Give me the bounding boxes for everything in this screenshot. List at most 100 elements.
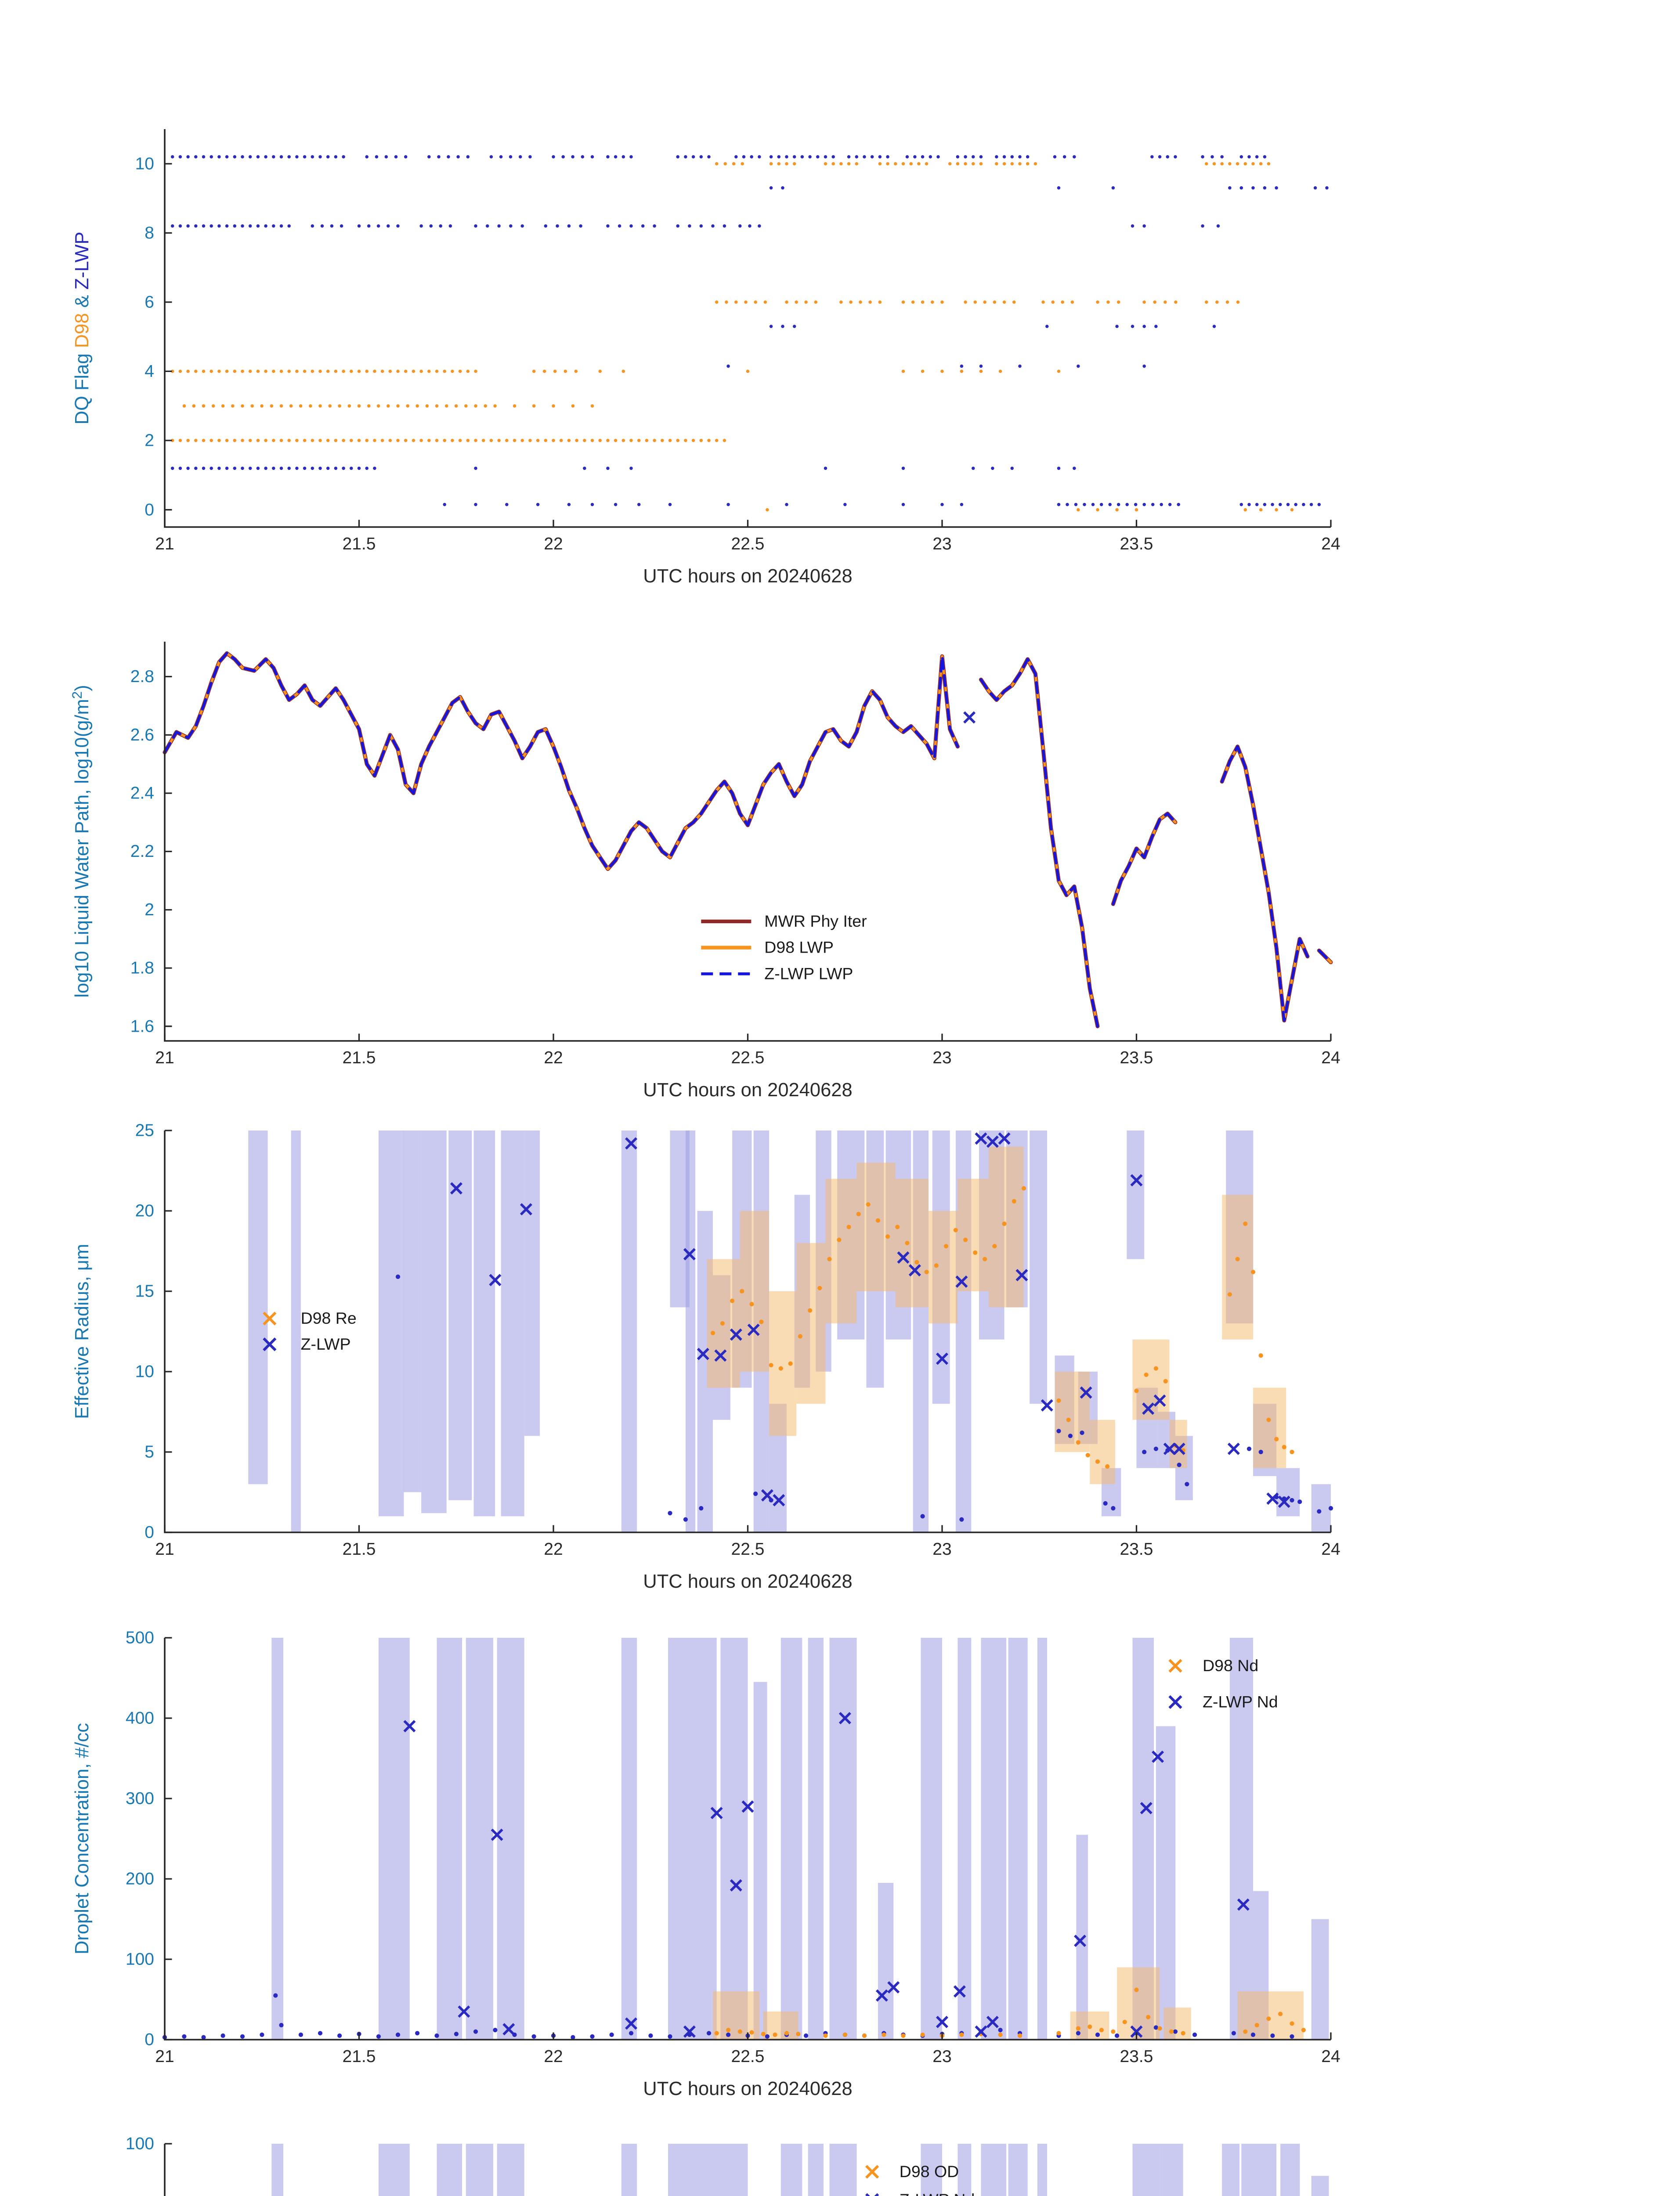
dq-flag-dot xyxy=(785,502,788,506)
dq-flag-dot xyxy=(248,369,252,373)
uncertainty-band-blue xyxy=(1160,2144,1183,2196)
dq-flag-dot xyxy=(754,300,757,304)
data-dot-blue xyxy=(609,2032,614,2037)
x-marker-blue xyxy=(625,1137,638,1150)
y-tick-label: 2.6 xyxy=(130,726,154,744)
data-dot-blue xyxy=(240,2034,245,2039)
dq-flag-dot xyxy=(178,155,182,159)
dq-flag-dot xyxy=(1106,300,1110,304)
x-marker-blue xyxy=(1237,1898,1250,1911)
data-dot-blue xyxy=(648,2033,653,2038)
dq-flag-dot xyxy=(287,224,291,228)
dq-flag-dot xyxy=(357,466,361,470)
dq-flag-dot xyxy=(831,155,835,159)
dq-flag-dot xyxy=(489,439,493,442)
dq-flag-dot xyxy=(917,162,921,166)
data-dot-orange xyxy=(959,2032,964,2037)
x-marker-blue xyxy=(458,2005,470,2018)
data-dot-orange xyxy=(1105,1464,1110,1469)
data-dot-orange xyxy=(1266,1417,1271,1422)
dq-flag-dot xyxy=(474,224,477,228)
x-marker-blue xyxy=(1153,1394,1166,1407)
dq-flag-dot xyxy=(311,155,314,159)
data-dot-orange xyxy=(1111,2029,1116,2034)
dq-flag-dot xyxy=(241,224,244,228)
dq-flag-dot xyxy=(387,224,390,228)
dq-flag-dot xyxy=(1220,162,1224,166)
dq-flag-dot xyxy=(979,369,983,373)
dq-flag-dot xyxy=(792,325,796,328)
uncertainty-band-blue xyxy=(1311,2176,1329,2196)
dq-flag-dot xyxy=(1096,508,1099,512)
dq-flag-dot xyxy=(1012,300,1016,304)
legend-label: D98 OD xyxy=(900,2162,959,2181)
uncertainty-band-blue xyxy=(720,1638,748,2040)
dq-flag-dot xyxy=(574,369,578,373)
dq-flag-dot xyxy=(1010,466,1014,470)
dq-flag-dot xyxy=(279,369,283,373)
dq-flag-dot xyxy=(847,162,851,166)
data-dot-orange xyxy=(1301,2028,1306,2033)
x-marker-blue xyxy=(897,1251,910,1264)
dq-flag-dot xyxy=(614,502,618,506)
dq-flag-dot xyxy=(960,364,964,368)
dq-flag-dot xyxy=(1263,186,1267,190)
dq-flag-dot xyxy=(618,224,621,228)
dq-flag-dot xyxy=(725,300,728,304)
data-dot-orange xyxy=(720,1321,725,1326)
dq-flag-dot xyxy=(295,439,299,442)
uncertainty-band-blue xyxy=(921,1638,942,2040)
uncertainty-band-orange xyxy=(1163,2007,1191,2040)
data-dot-orange xyxy=(1235,1257,1240,1261)
data-dot-blue xyxy=(998,2028,1003,2033)
dq-flag-dot xyxy=(1317,502,1321,506)
dq-flag-dot xyxy=(357,224,361,228)
data-dot-blue xyxy=(182,2034,187,2039)
uncertainty-band-blue xyxy=(808,2144,824,2196)
dq-flag-dot xyxy=(1108,502,1112,506)
legend-marker-orange xyxy=(1168,1659,1182,1673)
x-marker-blue xyxy=(403,1720,416,1733)
series-z-lwp-lwp xyxy=(979,658,1099,1028)
legend-label: Z-LWP Nd xyxy=(1203,1692,1278,1711)
uncertainty-band-blue xyxy=(780,2144,802,2196)
dq-flag-dot xyxy=(279,404,283,408)
uncertainty-band-orange xyxy=(825,1178,857,1324)
dq-flag-dot xyxy=(792,162,796,166)
dq-flag-dot xyxy=(334,155,338,159)
data-dot-orange xyxy=(1153,1366,1158,1371)
dq-flag-dot xyxy=(248,224,252,228)
dq-flag-dot xyxy=(964,162,967,166)
x-marker-blue xyxy=(1015,1269,1028,1282)
uncertainty-band-blue xyxy=(981,1638,1007,2040)
x-marker-blue xyxy=(1173,1442,1185,1455)
uncertainty-band-orange xyxy=(1117,1967,1160,2040)
x-marker-blue xyxy=(908,1264,921,1277)
dq-flag-dot xyxy=(1271,502,1274,506)
dq-flag-dot xyxy=(233,439,237,442)
dq-flag-dot xyxy=(1002,300,1006,304)
x-tick-label: 21.5 xyxy=(343,1048,376,1067)
dq-flag-dot xyxy=(1220,155,1224,159)
data-dot-orange xyxy=(788,1361,793,1366)
dq-flag-dot xyxy=(509,155,513,159)
data-dot-blue xyxy=(1270,2033,1275,2038)
dq-flag-dot xyxy=(217,369,221,373)
data-dot-blue xyxy=(1080,1430,1084,1435)
dq-flag-dot xyxy=(758,155,761,159)
dq-flag-dot xyxy=(1045,325,1049,328)
x-axis-label: UTC hours on 20240628 xyxy=(643,1080,852,1101)
dq-flag-dot xyxy=(1142,224,1146,228)
data-dot-blue xyxy=(1103,1501,1108,1506)
dq-flag-dot xyxy=(458,439,462,442)
dq-flag-dot xyxy=(318,439,322,442)
dq-flag-dot xyxy=(742,155,746,159)
data-dot-orange xyxy=(823,2033,828,2038)
dq-flag-dot xyxy=(552,404,555,408)
dq-flag-dot xyxy=(474,369,477,373)
data-dot-blue xyxy=(1317,1509,1322,1514)
dq-flag-dot xyxy=(217,155,221,159)
data-dot-blue xyxy=(668,1511,672,1516)
dq-flag-dot xyxy=(1255,502,1259,506)
dq-flag-dot xyxy=(1131,325,1134,328)
